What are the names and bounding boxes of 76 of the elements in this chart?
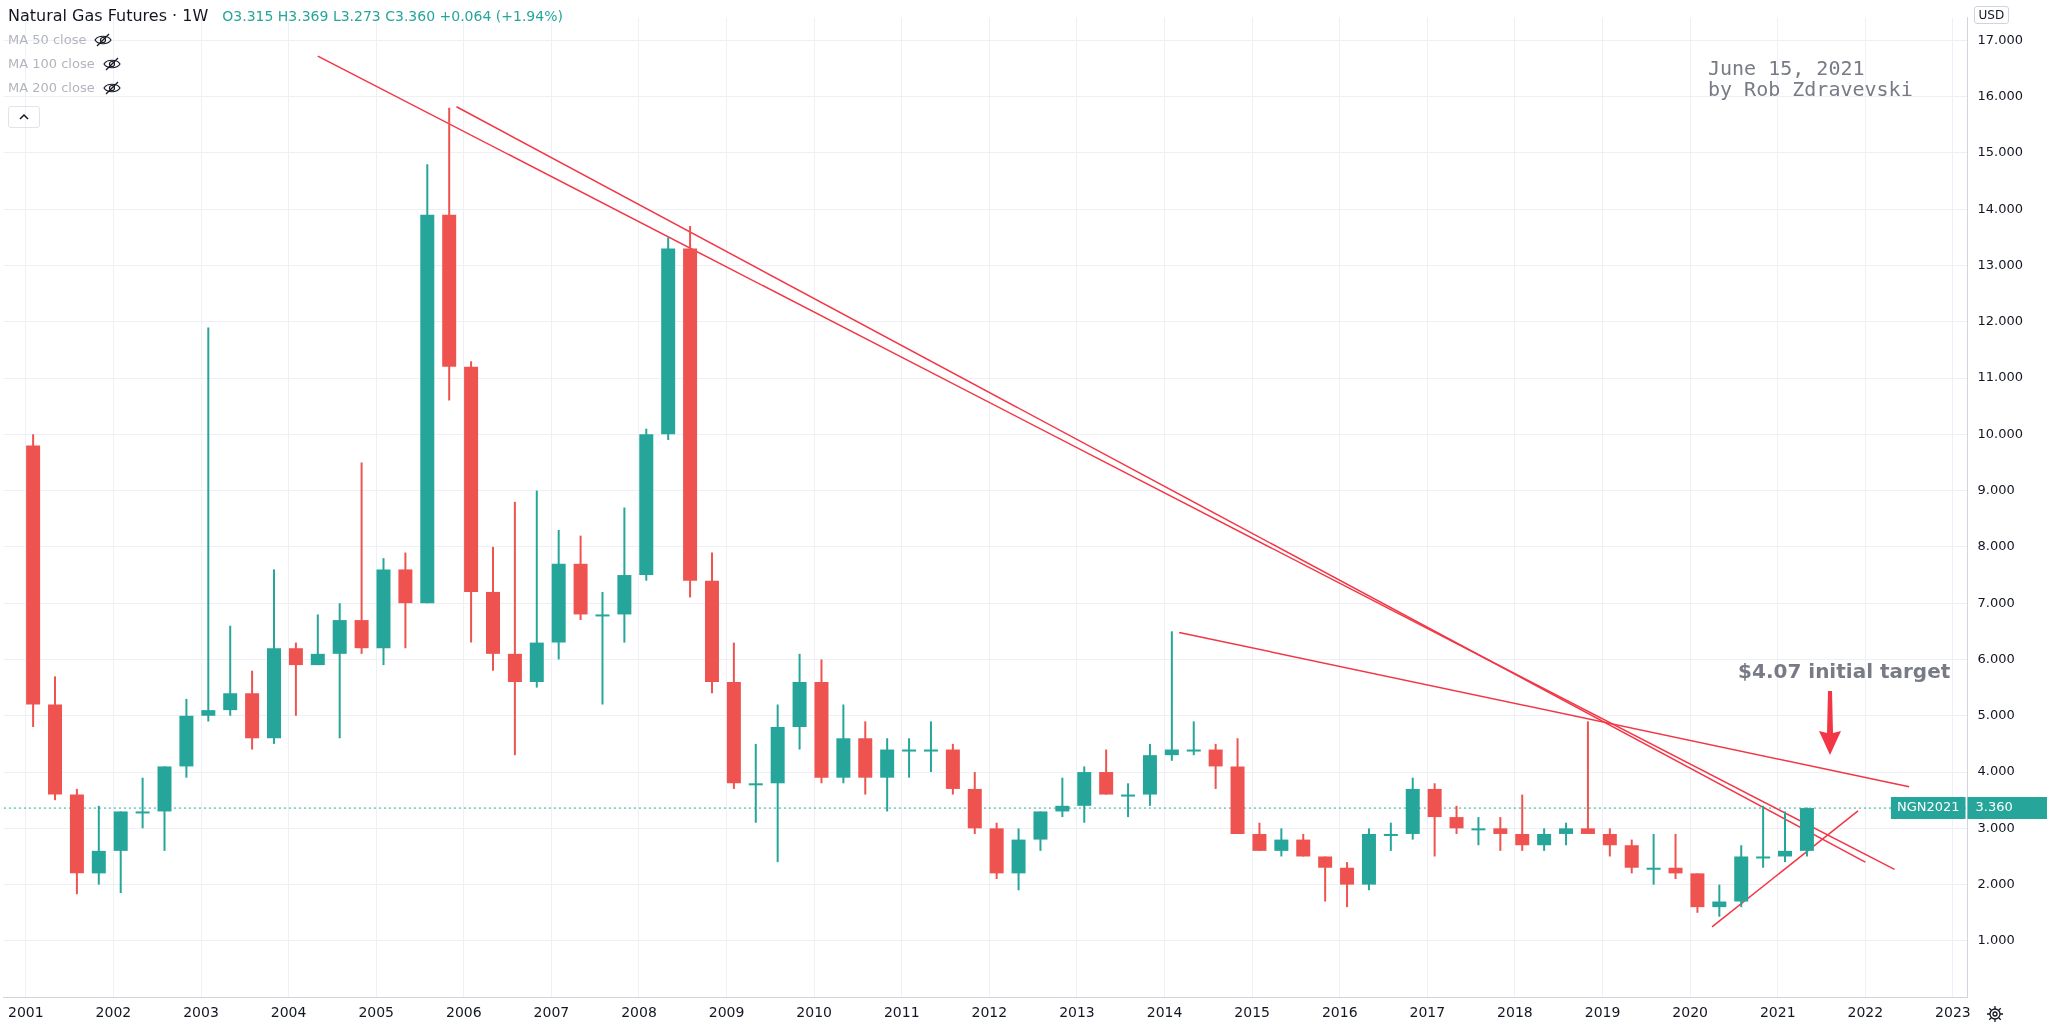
annotation: June 15, 2021: [1708, 56, 1865, 80]
y-tick-label: 6.000: [1977, 650, 2015, 666]
candlestick: [1274, 827, 1289, 858]
y-tick-label: 10.000: [1977, 425, 2024, 441]
x-tick-label: 2021: [1759, 1004, 1796, 1021]
x-tick-label: 2011: [883, 1004, 920, 1021]
candlestick: [1383, 821, 1398, 852]
candlestick: [1252, 821, 1267, 852]
candlestick: [595, 590, 610, 706]
candlestick: [1449, 804, 1464, 835]
y-tick-label: 3.000: [1977, 819, 2015, 835]
chart-title: Natural Gas Futures · 1W: [8, 6, 209, 25]
y-tick-label: 17.000: [1977, 31, 2024, 47]
candlestick: [310, 613, 325, 667]
annotation: MA 50 close: [8, 32, 87, 47]
x-tick-label: 2003: [183, 1004, 219, 1021]
candlestick: [1624, 838, 1639, 875]
x-tick-label: 2014: [1146, 1004, 1183, 1021]
y-tick-label: 7.000: [1977, 594, 2015, 610]
x-tick-label: 2012: [971, 1004, 1008, 1021]
y-tick-label: 11.000: [1977, 369, 2024, 385]
x-tick-label: 2006: [445, 1004, 482, 1021]
annotation: MA 100 close: [8, 56, 95, 71]
candlestick: [1646, 832, 1661, 886]
y-tick-label: 2.000: [1977, 876, 2015, 891]
candlestick: [1493, 816, 1508, 852]
x-tick-label: 2007: [533, 1004, 570, 1021]
candlestick: [507, 500, 522, 757]
x-tick-label: 2005: [358, 1004, 395, 1021]
y-tick-label: 4.000: [1977, 763, 2015, 779]
text: NGN2021 3.360: [1896, 799, 2013, 815]
x-tick-label: 2019: [1584, 1004, 1621, 1021]
x-tick-label: 2010: [796, 1004, 832, 1021]
x-tick-label: 2001: [7, 1004, 44, 1021]
candlestick: [288, 641, 303, 717]
y-tick-label: 9.000: [1977, 481, 2015, 497]
candlestick: [902, 737, 917, 779]
x-tick-label: 2018: [1497, 1004, 1533, 1021]
y-tick-label: 8.000: [1977, 538, 2015, 554]
y-axis-title: USD: [1973, 6, 2010, 24]
y-tick-label: 15.000: [1977, 144, 2024, 160]
x-tick-label: 2013: [1059, 1004, 1095, 1021]
annotation: MA 200 close: [8, 80, 95, 95]
x-tick-label: 2002: [95, 1004, 132, 1021]
x-tick-label: 2008: [621, 1004, 657, 1021]
candlestick: [923, 720, 938, 774]
y-tick-label: 14.000: [1977, 200, 2024, 216]
candlestick: [1471, 816, 1486, 847]
y-tick-label: 5.000: [1977, 707, 2015, 723]
y-tick-label: 12.000: [1977, 313, 2024, 329]
candlestick: [1559, 821, 1574, 847]
y-tick-label: 13.000: [1977, 256, 2024, 272]
chart-subtitle: O3.315 H3.369 L3.273 C3.360 +0.064 (+1.94%): [222, 7, 563, 24]
candlestick: [1602, 827, 1617, 858]
x-tick-label: 2004: [270, 1004, 307, 1021]
x-tick-label: 2020: [1672, 1004, 1708, 1021]
x-tick-label: 2016: [1321, 1004, 1358, 1021]
candlestick: [223, 624, 238, 717]
candlestick: [201, 326, 216, 723]
x-tick-label: 2009: [708, 1004, 745, 1021]
candlestick: [1208, 742, 1223, 790]
candlestick: [1186, 720, 1201, 757]
x-tick-label: 2022: [1847, 1004, 1884, 1021]
annotation: by Rob Zdravevski: [1708, 77, 1913, 101]
annotation: $4.07 initial target: [1738, 659, 1951, 684]
candlestick: [1340, 861, 1355, 909]
y-tick-label: 16.000: [1977, 87, 2024, 103]
candlestick: [1099, 748, 1114, 796]
candlestick: [1318, 855, 1333, 903]
candlestick: [1515, 793, 1530, 852]
candlestick: [1580, 720, 1595, 835]
x-tick-label: 2023: [1935, 1004, 1971, 1021]
y-tick-label: 1.000: [1977, 932, 2015, 948]
x-tick-label: 2017: [1409, 1004, 1446, 1021]
x-tick-label: 2015: [1234, 1004, 1270, 1021]
candlestick: [1537, 827, 1552, 852]
